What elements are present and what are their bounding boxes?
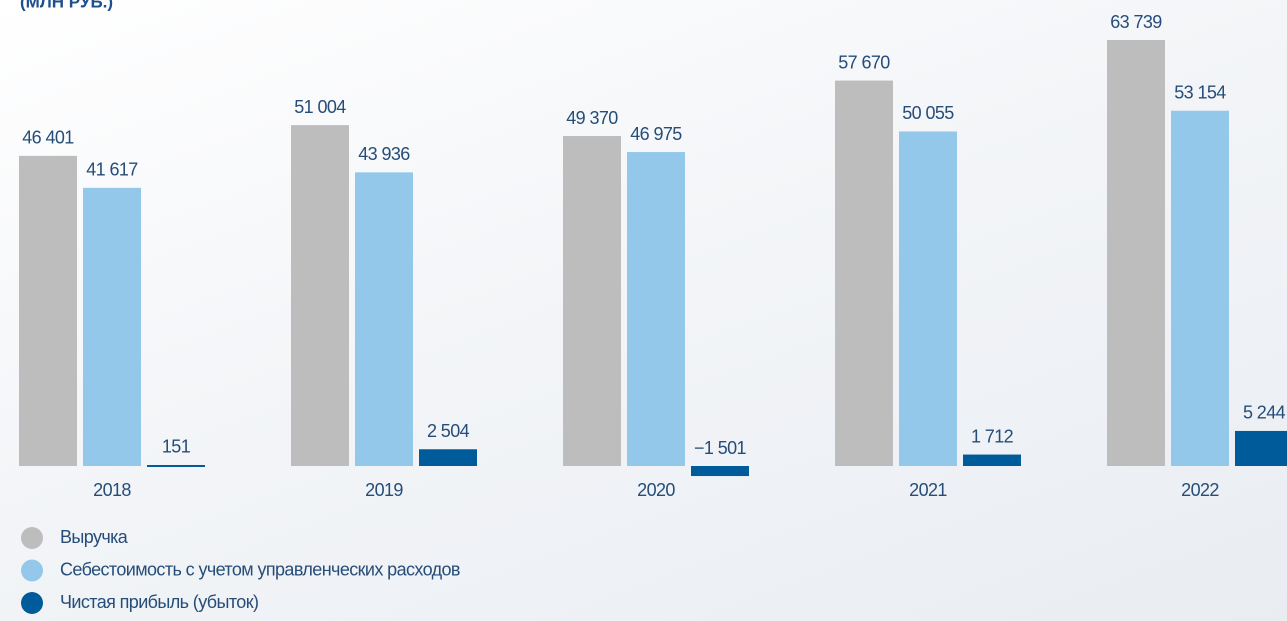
value-label: 50 055 — [902, 103, 954, 123]
bar — [19, 155, 77, 466]
x-tick-label: 2022 — [1181, 480, 1219, 500]
x-tick-label: 2018 — [93, 480, 131, 500]
bar — [963, 454, 1021, 466]
bar — [1235, 430, 1287, 466]
legend-swatch — [21, 527, 43, 549]
bar — [899, 131, 957, 466]
x-tick-label: 2020 — [637, 480, 675, 500]
chart-title: (МЛН РУБ.) — [20, 0, 113, 11]
legend-swatch — [21, 592, 43, 614]
value-label: 46 975 — [630, 124, 682, 144]
x-tick-label: 2019 — [365, 480, 403, 500]
bar — [1171, 110, 1229, 467]
bar — [691, 466, 749, 477]
bar — [627, 152, 685, 466]
bar — [291, 125, 349, 467]
value-label: 53 154 — [1174, 82, 1226, 102]
value-label: 46 401 — [22, 128, 74, 148]
bar — [355, 172, 413, 467]
legend-label: Выручка — [60, 527, 129, 547]
bar — [835, 80, 893, 467]
value-label: 63 739 — [1110, 12, 1162, 32]
value-label: 5 244 — [1243, 403, 1286, 423]
value-label: 1 712 — [971, 426, 1014, 446]
value-label: 151 — [162, 437, 191, 457]
bar — [147, 464, 205, 467]
bar — [563, 136, 621, 467]
bar — [83, 187, 141, 466]
legend-label: Себестоимость с учетом управленческих ра… — [60, 559, 460, 579]
bar — [419, 449, 477, 466]
value-label: 57 670 — [838, 52, 890, 72]
x-tick-label: 2021 — [909, 480, 947, 500]
value-label: 49 370 — [566, 108, 618, 128]
value-label: −1 501 — [694, 438, 747, 458]
value-label: 41 617 — [86, 160, 138, 180]
value-label: 51 004 — [294, 97, 346, 117]
legend-swatch — [21, 559, 43, 582]
value-label: 43 936 — [358, 144, 410, 164]
legend-label: Чистая прибыль (убыток) — [60, 592, 258, 612]
bar — [1107, 40, 1165, 466]
value-label: 2 504 — [427, 421, 470, 441]
